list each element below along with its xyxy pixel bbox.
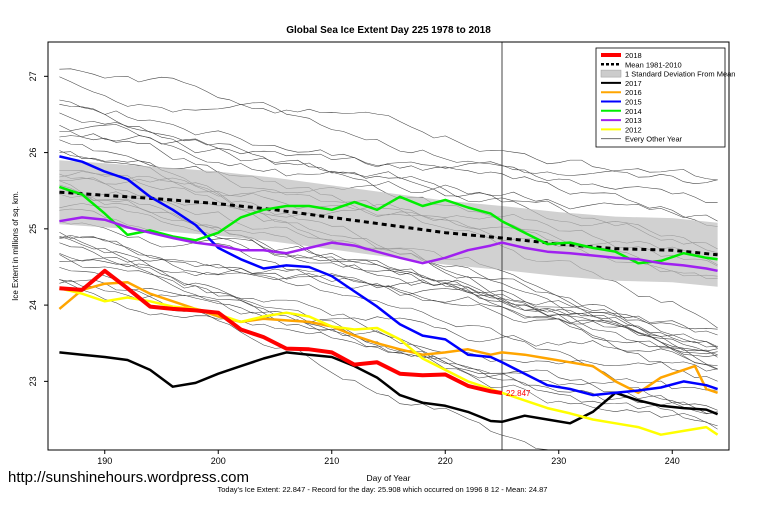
y-tick-label: 24 xyxy=(28,300,38,310)
other-year-line xyxy=(59,253,718,411)
legend-label: 2014 xyxy=(625,107,642,116)
other-year-line xyxy=(59,236,718,414)
series-2014 xyxy=(59,185,718,265)
other-year-line xyxy=(59,257,718,330)
other-year-line xyxy=(59,221,718,349)
x-tick-label: 230 xyxy=(551,456,566,466)
y-tick-label: 27 xyxy=(28,71,38,81)
series-mean-1981-2010 xyxy=(59,190,718,257)
legend-label: 2016 xyxy=(625,88,642,97)
legend-swatch-1-standard-deviation-from-mean xyxy=(600,69,622,78)
x-tick-label: 220 xyxy=(438,456,453,466)
legend-label: 2012 xyxy=(625,125,642,134)
legend-label: 2018 xyxy=(625,51,642,60)
x-tick-label: 210 xyxy=(324,456,339,466)
std-dev-band xyxy=(59,160,718,287)
legend-label: 2013 xyxy=(625,116,642,125)
x-tick-label: 200 xyxy=(211,456,226,466)
other-year-line xyxy=(59,133,718,227)
legend-label: Mean 1981-2010 xyxy=(625,60,682,69)
other-year-line xyxy=(59,235,718,355)
other-year-line xyxy=(59,68,718,181)
legend-label: 2015 xyxy=(625,98,642,107)
x-tick-label: 240 xyxy=(665,456,680,466)
y-tick-label: 25 xyxy=(28,224,38,234)
other-year-line xyxy=(59,104,718,203)
series-2012 xyxy=(59,287,719,436)
x-tick-label: 190 xyxy=(97,456,112,466)
legend-label: Every Other Year xyxy=(625,135,683,144)
other-year-line xyxy=(59,76,718,184)
series-2015 xyxy=(59,155,718,397)
other-year-line xyxy=(59,232,718,391)
x-axis-label: Day of Year xyxy=(367,473,411,483)
chart-title: Global Sea Ice Extent Day 225 1978 to 20… xyxy=(286,25,491,36)
series-2013 xyxy=(59,216,718,273)
legend-label: 2017 xyxy=(625,79,642,88)
other-year-line xyxy=(59,235,718,372)
other-year-line xyxy=(59,242,718,348)
footer-stats: Today's Ice Extent: 22.847 - Record for … xyxy=(218,485,548,494)
y-tick-label: 26 xyxy=(28,148,38,158)
watermark-url: http://sunshinehours.wordpress.com xyxy=(8,469,249,486)
other-year-line xyxy=(59,279,718,366)
y-axis-label: Ice Extent in millions of sq. km. xyxy=(11,191,20,301)
series-2017 xyxy=(59,351,719,425)
legend-label: 1 Standard Deviation From Mean xyxy=(625,70,735,79)
plot-frame xyxy=(47,41,730,451)
y-tick-label: 23 xyxy=(28,376,38,386)
end-value-label: 22.847 xyxy=(506,389,531,398)
other-year-line xyxy=(59,254,718,427)
series-2018 xyxy=(59,268,503,395)
